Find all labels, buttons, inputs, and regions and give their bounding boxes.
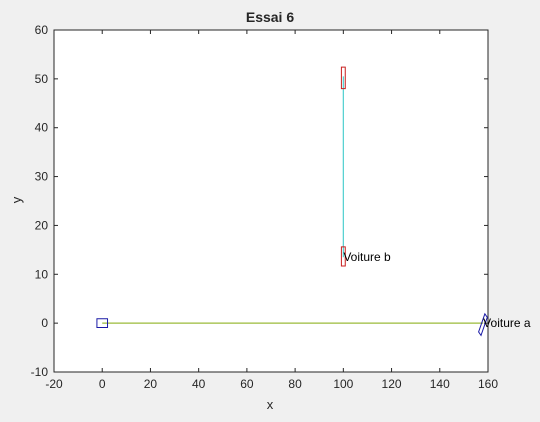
x-tick-label: 60 xyxy=(240,377,254,391)
plot-area xyxy=(53,29,489,373)
y-tick-label: 60 xyxy=(35,23,49,37)
x-tick-label: 0 xyxy=(99,377,106,391)
annotation-layer: Voiture b Voiture a xyxy=(343,250,531,330)
x-tick-label: 80 xyxy=(288,377,302,391)
vehicle-marker-2 xyxy=(340,66,346,90)
annotation-label: Voiture b xyxy=(343,250,391,264)
x-tick-label: 140 xyxy=(430,377,450,391)
x-tick-label: 20 xyxy=(144,377,158,391)
x-axis-ticks: -20 0 20 40 60 80 100 120 140 160 xyxy=(45,30,498,391)
x-tick-label: -20 xyxy=(45,377,63,391)
x-tick-label: 160 xyxy=(478,377,498,391)
vehicle-marker-4 xyxy=(478,312,488,337)
y-tick-label: 40 xyxy=(35,121,49,135)
x-tick-label: 100 xyxy=(333,377,353,391)
vehicle-marker-1 xyxy=(96,318,109,329)
x-axis-label: x xyxy=(267,397,274,412)
vehicle-marker-3 xyxy=(340,246,346,267)
y-tick-label: 0 xyxy=(41,316,48,330)
x-tick-label: 120 xyxy=(382,377,402,391)
y-tick-label: 20 xyxy=(35,218,49,232)
y-axis-ticks: -10 0 10 20 30 40 50 60 xyxy=(31,23,488,379)
series-layer xyxy=(102,76,484,324)
y-tick-label: 30 xyxy=(35,170,49,184)
x-tick-label: 40 xyxy=(192,377,206,391)
annotation-label: Voiture a xyxy=(483,316,531,330)
y-tick-label: 50 xyxy=(35,72,49,86)
y-axis-label: y xyxy=(9,196,24,203)
chart-title: Essai 6 xyxy=(246,9,294,25)
y-tick-label: 10 xyxy=(35,267,49,281)
y-tick-label: -10 xyxy=(31,365,49,379)
marker-layer xyxy=(96,66,488,337)
